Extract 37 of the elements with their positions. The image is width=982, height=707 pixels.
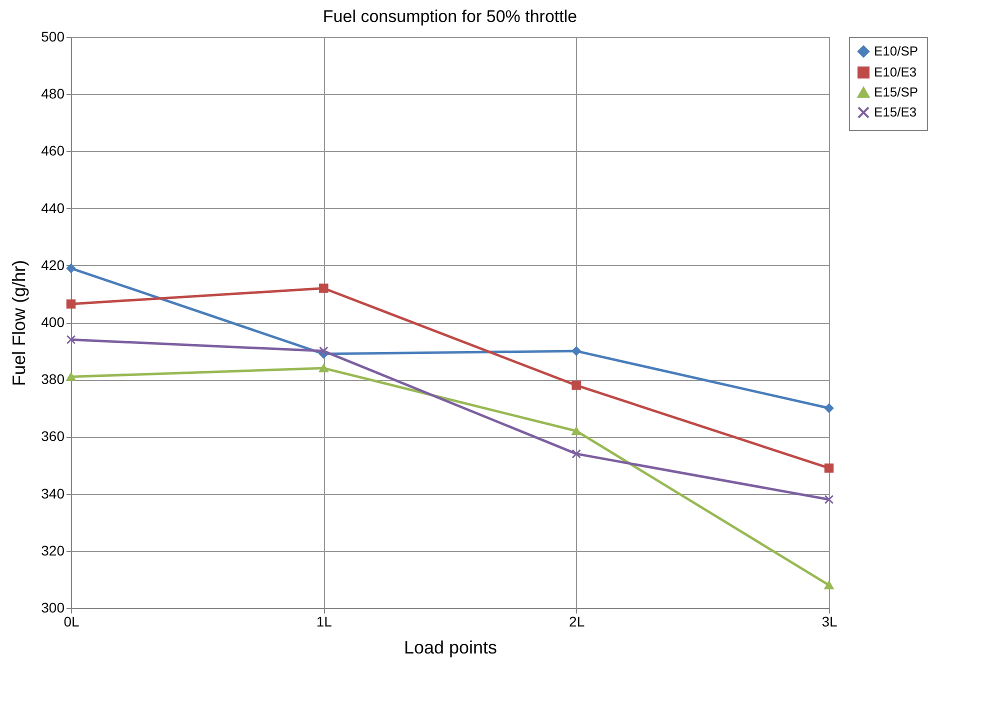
point <box>824 581 834 590</box>
point <box>572 346 581 356</box>
y-tick-label: 500 <box>41 28 65 44</box>
x-axis-title: Load points <box>404 638 498 658</box>
y-tick-label: 300 <box>41 600 65 616</box>
y-tick-label: 320 <box>41 542 65 558</box>
y-tick-label: 360 <box>41 428 65 444</box>
y-tick-label: 420 <box>41 256 65 273</box>
point <box>66 372 76 381</box>
point <box>319 284 328 293</box>
x-tick-label: 1L <box>316 614 332 630</box>
y-tick-label: 380 <box>41 371 65 388</box>
x-tick-label: 0L <box>64 614 80 630</box>
point <box>824 404 834 413</box>
point <box>66 264 76 273</box>
legend-label: E10/SP <box>874 44 918 58</box>
legend-label: E15/E3 <box>874 104 917 120</box>
point <box>572 449 581 458</box>
y-tick-label: 440 <box>41 200 65 216</box>
chart-title: Fuel consumption for 50% throttle <box>322 7 578 26</box>
y-tick-label: 340 <box>41 485 65 502</box>
x-tick-label: 3L <box>822 614 838 630</box>
y-axis-title: Fuel Flow (g/hr) <box>9 260 30 386</box>
legend-label: E10/E3 <box>874 64 917 80</box>
x-tick-label: 2L <box>569 614 585 630</box>
legend-label: E15/SP <box>874 84 918 100</box>
point <box>319 364 328 372</box>
point <box>824 463 834 473</box>
point <box>572 426 581 436</box>
point <box>319 346 328 356</box>
point <box>66 335 76 344</box>
y-tick-label: 400 <box>41 314 65 330</box>
point <box>572 380 581 390</box>
y-tick-label: 460 <box>41 142 65 159</box>
point <box>824 494 834 504</box>
y-tick-label: 480 <box>41 86 65 102</box>
point <box>66 299 76 309</box>
